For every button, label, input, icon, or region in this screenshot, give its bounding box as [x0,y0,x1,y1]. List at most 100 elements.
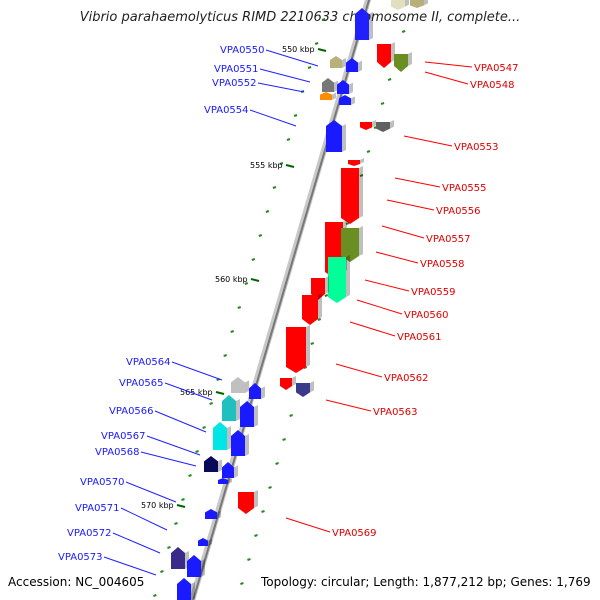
tick-mark [254,534,258,537]
gene-arrow-side [369,12,373,40]
gene-arrow-side [254,405,258,427]
gene-label-minus: VPA0558 [420,259,465,270]
gene-arrow-side [227,426,231,450]
gene-label-minus: VPA0561 [397,332,442,343]
gene-arrow [391,0,405,10]
scale-tick [215,391,225,395]
scale-label: 570 kbp [141,501,174,510]
leader-line [424,61,473,68]
gene-arrow [337,80,349,94]
gene-arrow [341,228,359,262]
tick-mark [251,258,256,261]
gene-arrow [346,58,358,72]
gene-label-plus: VPA0568 [95,447,140,458]
gene-arrow [328,257,346,303]
tick-mark [293,114,298,117]
gene-arrow [222,395,236,421]
backbone-line [192,0,371,600]
gene-arrow [341,168,359,224]
gene-label-plus: VPA0571 [75,503,120,514]
tick-mark [307,66,312,69]
gene-arrow [238,492,254,514]
gene-arrow-side [349,82,353,94]
gene-arrow-side [245,380,249,393]
gene-arrow [360,122,372,130]
gene-arrow [320,92,332,100]
gene-label-plus: VPA0565 [119,378,164,389]
gene-arrow [218,478,228,484]
gene-label-minus: VPA0555 [442,183,487,194]
gene-label-minus: VPA0559 [411,287,456,298]
tick-mark [289,414,293,417]
gene-label-plus: VPA0564 [126,357,171,368]
leader-line [164,382,213,401]
tick-mark [321,18,326,21]
leader-line [265,49,319,67]
gene-arrow-side [261,386,265,399]
tick-mark [317,318,322,321]
gene-arrow-side [390,120,394,129]
gene-arrow [410,0,424,8]
gene-label-minus: VPA0556 [436,206,481,217]
leader-line [103,556,157,576]
tick-mark [310,342,315,345]
scale-tick [317,48,327,52]
leader-line [386,199,435,211]
leader-line [375,251,419,264]
tick-mark [314,42,319,45]
scale-tick [176,504,186,508]
gene-arrow [231,377,245,393]
gene-label-minus: VPA0569 [332,528,377,539]
leader-line [349,321,396,337]
gene-arrow-side [405,0,409,7]
tick-mark [275,462,279,465]
leader-line [325,399,372,412]
gene-label-plus: VPA0554 [204,105,249,116]
gene-arrow-side [236,399,240,421]
tick-mark [240,582,244,585]
gene-arrow [231,430,245,456]
gene-arrow [311,278,325,300]
scale-tick [285,164,295,168]
leader-line [249,109,297,127]
leader-line [381,225,425,239]
gene-arrow [198,538,208,546]
gene-arrow [348,160,360,166]
gene-arrow [330,56,342,68]
tick-mark [380,102,385,105]
gene-arrow [286,327,306,373]
gene-arrow-side [358,60,362,72]
leader-line [335,363,383,378]
gene-arrow [376,122,390,132]
gene-arrow-side [351,96,355,105]
gene-arrow [339,95,351,105]
gene-label-minus: VPA0557 [426,234,471,245]
tick-mark [345,222,350,225]
tick-mark [282,438,286,441]
gene-arrow [322,78,334,92]
tick-mark [202,426,206,429]
tick-mark [286,138,291,141]
scale-tick [250,278,260,282]
leader-line [364,279,410,292]
gene-arrow-side [310,381,314,393]
tick-mark [247,558,251,561]
tick-mark [268,486,272,489]
gene-arrow-side [208,538,212,546]
gene-label-minus: VPA0548 [470,80,515,91]
gene-arrow-side [292,376,296,386]
leader-line [394,177,441,188]
gene-arrow [394,54,408,72]
gene-arrow-side [408,52,412,66]
leader-line [171,361,223,381]
gene-arrow-side [325,276,329,294]
leader-line [120,507,168,531]
tick-mark [209,402,213,405]
gene-arrow-side [342,58,346,68]
gene-label-minus: VPA0560 [404,310,449,321]
gene-arrow-side [372,120,376,128]
gene-arrow [222,462,234,478]
gene-label-plus: VPA0552 [212,78,257,89]
tick-mark [237,306,242,309]
